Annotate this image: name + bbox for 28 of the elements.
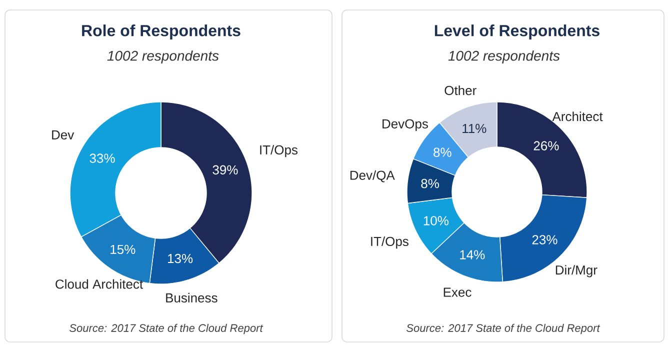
- data-label: 13%: [168, 254, 193, 264]
- slice-label: Business: [166, 292, 218, 302]
- data-label: 15%: [110, 244, 136, 254]
- chart-title: Level of Respondents: [434, 24, 600, 40]
- data-label: 26%: [534, 141, 559, 150]
- slice-label: Dir/Mgr: [556, 265, 598, 278]
- chart-subtitle: 1002 respondents: [448, 50, 560, 64]
- slice-label: Other: [444, 86, 476, 96]
- slice-label: Dev: [52, 130, 74, 140]
- chart-title: Role of Respondents: [82, 24, 240, 40]
- slice-label: Cloud Architect: [56, 279, 143, 289]
- source-note: Source: 2017 State of the Cloud Report: [70, 324, 264, 334]
- slice-label: Exec: [444, 288, 472, 297]
- data-label: 39%: [212, 165, 238, 174]
- slice-label: Architect: [552, 112, 603, 122]
- chart-subtitle: 1002 respondents: [107, 50, 219, 64]
- data-label: 11%: [462, 124, 486, 134]
- data-label: 8%: [421, 178, 439, 188]
- data-label: 8%: [434, 148, 452, 157]
- slice-label: Dev/QA: [350, 170, 395, 182]
- slice-label: IT/Ops: [371, 236, 408, 249]
- data-label: 10%: [424, 216, 448, 226]
- data-label: 14%: [460, 250, 485, 260]
- slice-label: IT/Ops: [260, 144, 298, 158]
- data-label: 23%: [532, 235, 558, 244]
- source-note: Source: 2017 State of the Cloud Report: [406, 324, 600, 334]
- slice-label: DevOps: [382, 119, 428, 132]
- data-label: 33%: [90, 154, 115, 163]
